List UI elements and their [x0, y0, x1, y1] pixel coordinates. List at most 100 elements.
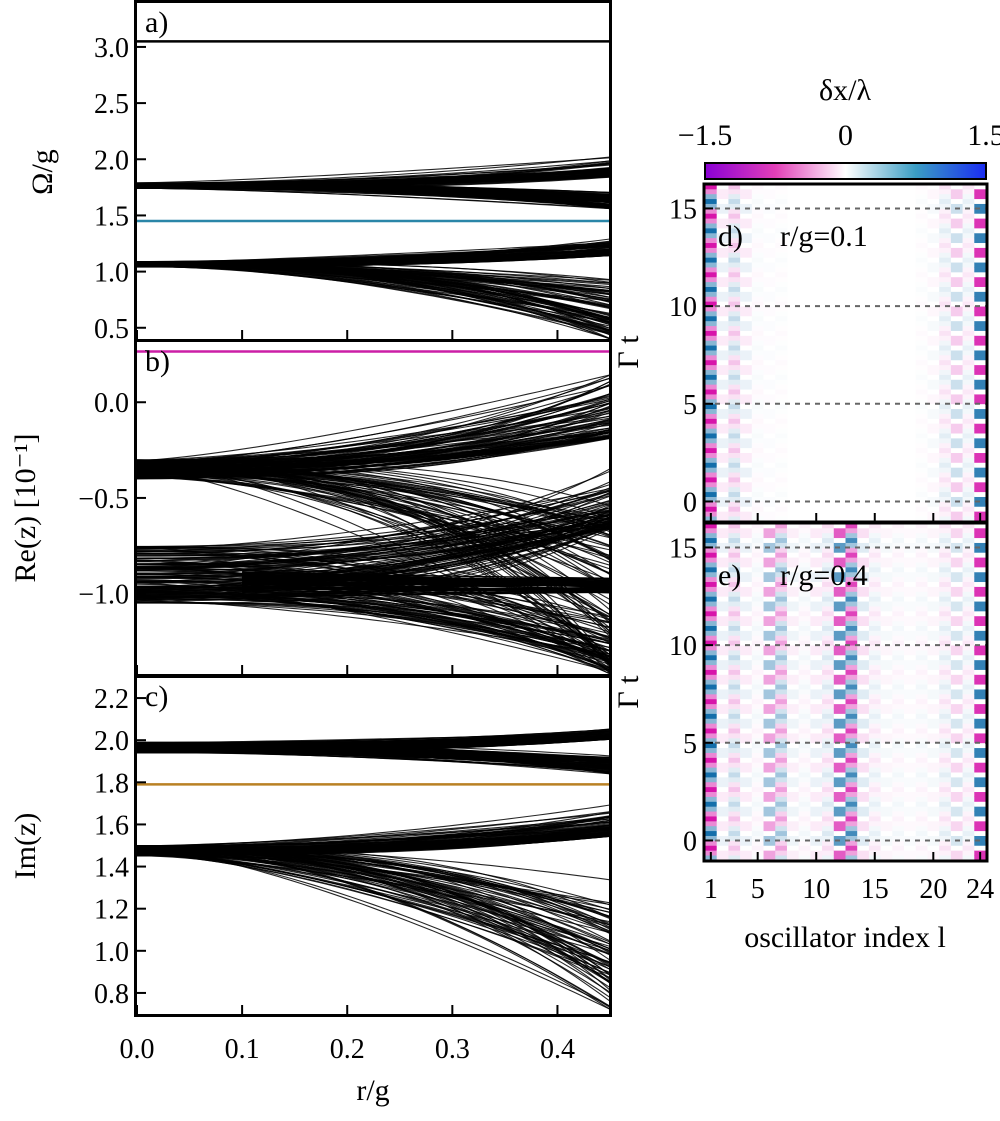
panel-e-cell	[904, 650, 917, 656]
panel-e-cell	[810, 811, 823, 817]
panel-d-cell	[728, 198, 741, 204]
panel-d-cell	[775, 291, 788, 297]
panel-d-cell	[775, 437, 788, 444]
panel-e-cell	[904, 728, 917, 734]
panel-e-cell	[880, 767, 893, 773]
panel-d-cell	[962, 379, 975, 385]
panel-d-cell	[950, 364, 963, 370]
panel-e-cell	[880, 679, 893, 685]
panel-e-cell	[740, 772, 753, 778]
panel-e-cell	[904, 747, 917, 753]
panel-e-cell	[927, 825, 940, 832]
panel-e-cell	[822, 620, 835, 626]
panel-e-cell	[763, 776, 776, 783]
panel-e-cell	[857, 728, 870, 734]
panel-e-cell	[833, 591, 846, 597]
panel-e-cell	[751, 772, 764, 778]
panel-e-cell	[798, 620, 811, 626]
panel-d-cell	[915, 501, 928, 507]
panel-e-cell	[798, 625, 811, 631]
panel-d-cell	[751, 354, 764, 361]
panel-d-cell	[728, 403, 741, 410]
panel-e-cell	[868, 532, 882, 539]
panel-e-cell	[962, 742, 975, 749]
panel-e-cell	[915, 708, 928, 714]
panel-e-cell	[705, 679, 718, 685]
panel-e-cell	[950, 703, 963, 709]
panel-e-cell	[716, 796, 729, 802]
panel-d-cell	[763, 423, 776, 429]
panel-e-cell	[822, 718, 835, 724]
panel-d-cell	[740, 433, 753, 439]
panel-e-cell	[927, 571, 940, 578]
panel-e-cell	[927, 557, 940, 563]
panel-d-cell	[950, 281, 963, 287]
panel-e-cell	[833, 772, 846, 778]
panel-d-cell	[915, 198, 928, 204]
panel-e-cell	[892, 752, 905, 758]
panel-e-cell	[950, 718, 963, 724]
panel-e-cell	[728, 772, 741, 778]
panel-e-cell	[939, 767, 952, 773]
panel-d-cell	[915, 496, 928, 502]
panel-e-cell	[904, 806, 917, 812]
panel-d-cell	[716, 467, 729, 473]
panel-e-cell	[740, 811, 753, 817]
panel-e-cell	[822, 762, 835, 768]
panel-d-cell	[927, 271, 940, 278]
panel-d-cell	[763, 359, 776, 366]
panel-e-cell	[751, 718, 764, 724]
panel-e-cell	[740, 835, 753, 841]
panel-d-cell	[728, 433, 741, 439]
panel-e-cell	[950, 845, 963, 851]
panel-d-cell	[705, 457, 718, 463]
panel-e-cell	[716, 845, 729, 851]
panel-d-cell	[974, 477, 986, 483]
panel-e-cell	[822, 811, 835, 817]
panel-e-cell	[962, 835, 975, 841]
panel-d-cell	[974, 247, 986, 253]
panel-d-cell	[962, 481, 975, 488]
panel-d-cell	[716, 398, 729, 405]
panel-e-cell	[740, 630, 753, 636]
panel-e-cell	[892, 703, 905, 709]
panel-e-cell	[880, 650, 893, 656]
panel-e-cell	[716, 816, 729, 822]
panel-d-cell	[974, 389, 986, 395]
panel-e-cell	[705, 606, 718, 612]
panel-e-cell	[892, 689, 905, 695]
panel-d-cell	[740, 389, 753, 395]
panel-e-cell	[786, 806, 800, 812]
panel-e-cell	[845, 654, 858, 661]
panel-d-cell	[751, 227, 764, 234]
panel-e-cell	[822, 737, 835, 744]
panel-e-cell	[974, 806, 986, 812]
panel-d-cell	[775, 379, 788, 385]
panel-d-cell	[716, 296, 729, 302]
panel-e-cell	[716, 524, 729, 529]
panel-e-cell	[740, 664, 753, 670]
panel-d-cell	[763, 369, 776, 375]
panel-d-cell	[705, 301, 718, 307]
panel-d-cell	[974, 193, 986, 200]
panel-e-cell	[868, 654, 882, 661]
panel-e-cell	[740, 791, 753, 797]
panel-e-cell	[763, 737, 776, 744]
panel-e-cell	[915, 527, 928, 534]
panel-e-cell	[822, 571, 835, 578]
panel-e-cell	[740, 786, 753, 793]
panel-e-cell	[728, 776, 741, 783]
panel-c: 0.81.01.21.41.61.82.02.20.0 0.1 0.2 0.3 0.4 …	[9, 675, 612, 1107]
panel-d-cell	[939, 247, 952, 253]
panel-d-cell	[763, 185, 776, 190]
panel-d-cell	[716, 418, 729, 424]
panel-d-cell	[927, 467, 940, 473]
panel-d-cell	[728, 447, 741, 454]
panel-e-cell	[705, 659, 718, 666]
panel-e-cell	[833, 693, 846, 700]
panel-e-cell	[810, 806, 823, 812]
panel-e-cell	[810, 674, 823, 680]
panel-e-cell	[880, 524, 893, 529]
panel-d-cell	[962, 516, 975, 521]
panel-d-cell	[740, 442, 753, 449]
